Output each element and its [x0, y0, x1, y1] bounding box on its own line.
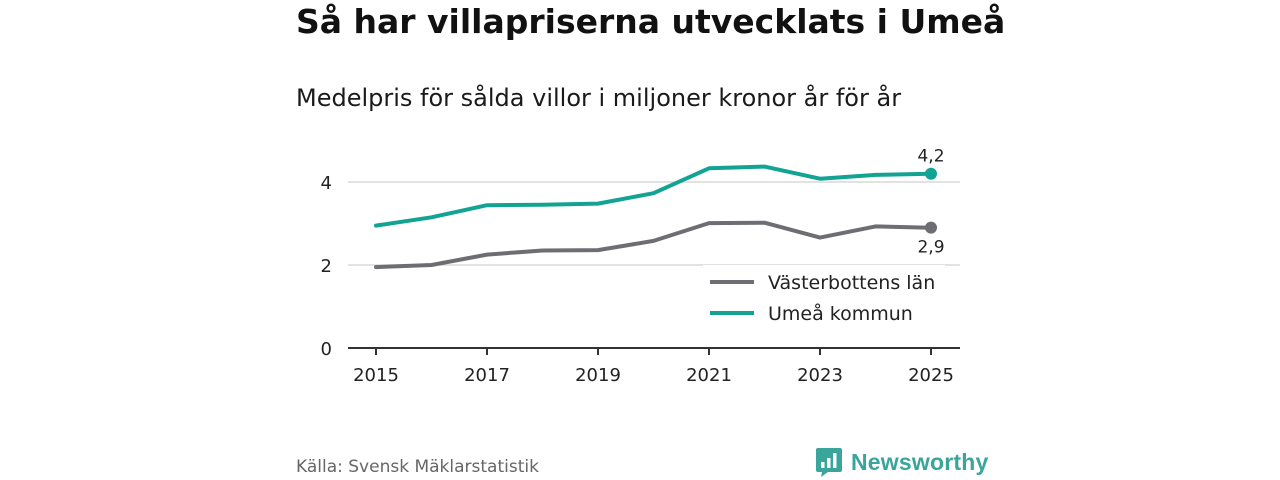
y-tick-label: 4 — [321, 173, 332, 194]
series-line — [374, 220, 933, 270]
series-umea-kommun: 4,2 — [374, 147, 945, 228]
source-note: Källa: Svensk Mäklarstatistik — [296, 457, 539, 477]
x-tick-label: 2017 — [464, 365, 510, 386]
brand-logo[interactable]: Newsworthy — [815, 446, 988, 478]
brand-name: Newsworthy — [851, 448, 989, 475]
chart-title: Så har villapriserna utvecklats i Umeå — [296, 2, 1006, 41]
y-tick-label: 2 — [321, 256, 332, 277]
end-value-label: 4,2 — [917, 147, 944, 167]
end-point-marker — [925, 167, 937, 180]
x-tick-label: 2015 — [353, 365, 399, 386]
y-axis-ticks: 0 2 4 — [321, 173, 332, 360]
chart-subtitle: Medelpris för sålda villor i miljoner kr… — [296, 84, 902, 112]
series-vasterbottens-lan: 2,9 — [374, 220, 945, 270]
legend: Västerbottens län Umeå kommun — [703, 265, 945, 330]
end-value-label: 2,9 — [917, 238, 944, 258]
x-axis: 2015 2017 2019 2021 2023 2025 — [348, 347, 960, 386]
bar-chart-bubble-icon — [816, 448, 842, 477]
legend-item: Västerbottens län — [710, 272, 935, 294]
series-lines: 2,9 4,2 — [374, 147, 945, 270]
x-tick-label: 2025 — [908, 365, 954, 386]
x-tick-label: 2023 — [797, 365, 843, 386]
x-tick-label: 2021 — [686, 365, 732, 386]
legend-label: Västerbottens län — [768, 272, 935, 294]
series-line — [374, 164, 933, 228]
x-tick-label: 2019 — [575, 365, 621, 386]
line-chart: 0 2 4 2015 2017 2019 2021 2023 2025 2,9 4,2 Väst… — [321, 147, 960, 386]
legend-background — [703, 265, 945, 330]
end-point-marker — [925, 221, 937, 234]
legend-label: Umeå kommun — [768, 302, 913, 325]
y-tick-label: 0 — [321, 339, 332, 360]
legend-item: Umeå kommun — [710, 302, 913, 325]
